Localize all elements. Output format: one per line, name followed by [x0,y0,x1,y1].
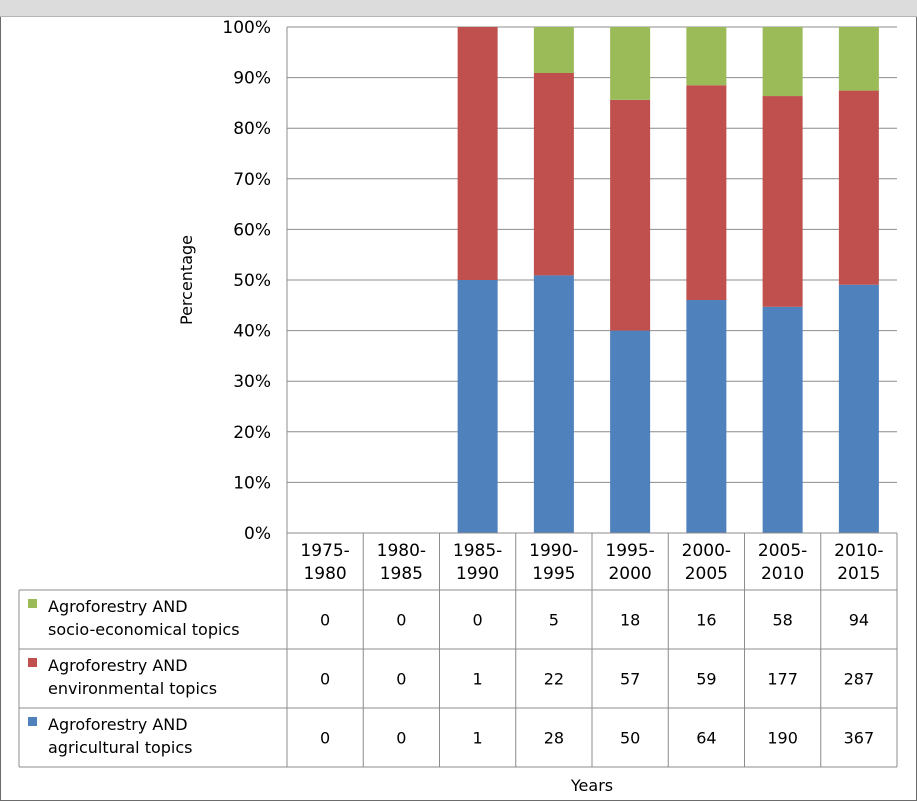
data-table: 1975- 1980 1980- 1985 1985- 1990 1990- 1995 1995… [18,532,898,768]
bar-segment [838,284,879,533]
y-tick-label: 50% [233,271,271,291]
y-tick-label: 90% [233,69,271,89]
category-label: 1995 [532,564,575,584]
y-tick-label: 60% [233,220,271,240]
table-cell-value: 0 [473,611,483,630]
table-cell-value: 1 [473,729,483,748]
legend-label: Agroforestry AND [48,656,188,675]
bar-segment [838,27,879,91]
category-label: 1985 [380,564,423,584]
table-cell-value: 50 [620,729,640,748]
y-tick-label: 10% [233,473,271,493]
bar-segment [838,90,879,285]
table-cell-value: 16 [696,611,716,630]
bar-segment [610,27,651,100]
bar-segment [686,85,727,301]
table-cell-value: 287 [844,670,875,689]
category-label: 1980 [303,564,346,584]
legend-label: Agroforestry AND [48,597,188,616]
y-tick-label: 80% [233,119,271,139]
category-label: 2015 [837,564,880,584]
bar-segment [533,275,574,533]
table-cell-value: 18 [620,611,640,630]
table-cell-value: 28 [544,729,564,748]
bar-segment [762,27,803,97]
bar-segment [686,300,727,533]
y-axis-label: Percentage [177,235,196,325]
category-label: 1985- [453,541,502,561]
legend-swatch [28,599,37,608]
y-tick-label: 30% [233,372,271,392]
y-tick-label: 20% [233,423,271,443]
category-label: 2000- [682,541,731,561]
bar-segment [686,27,727,86]
x-axis-label: Years [570,776,613,795]
table-cell-value: 177 [767,670,798,689]
bar-segment [610,330,651,533]
y-tick-label: 70% [233,170,271,190]
category-label: 1980- [377,541,426,561]
table-cell-value: 0 [396,611,406,630]
table-cell-value: 64 [696,729,716,748]
legend-swatch [28,658,37,667]
table-cell-value: 0 [320,729,330,748]
bar-segment [457,27,498,280]
category-label: 2005- [758,541,807,561]
table-cell-value: 0 [396,729,406,748]
table-cell-value: 5 [549,611,559,630]
y-tick-label: 0% [244,524,271,544]
table-cell-value: 190 [767,729,798,748]
window-title-bar [0,0,917,17]
table-cell-value: 58 [772,611,792,630]
category-label: 1990- [529,541,578,561]
category-label: 2005 [685,564,728,584]
table-cell-value: 94 [849,611,869,630]
y-axis-ticks: 0% 10% 20% 30% 40% 50% 60% 70% 80% 90% 100% [222,18,271,544]
category-label: 1995- [605,541,654,561]
legend-swatch [28,717,37,726]
legend-label: agricultural topics [48,738,193,757]
category-label: 2010- [834,541,883,561]
y-tick-label: 100% [222,18,271,38]
table-cell-value: 57 [620,670,640,689]
y-tick-label: 40% [233,322,271,342]
category-label: 1975- [300,541,349,561]
table-cell-value: 22 [544,670,564,689]
table-cell-value: 0 [320,611,330,630]
bar-segment [533,73,574,276]
gridlines [286,26,897,534]
bar-segment [762,306,803,533]
category-label: 2010 [761,564,804,584]
legend-label: environmental topics [48,679,217,698]
bar-segment [762,96,803,307]
bars [457,27,879,533]
table-cell-value: 1 [473,670,483,689]
category-label: 2000 [608,564,651,584]
legend-label: socio-economical topics [48,620,240,639]
legend-label: Agroforestry AND [48,715,188,734]
table-cell-value: 59 [696,670,716,689]
table-cell-value: 0 [396,670,406,689]
bar-segment [610,99,651,331]
category-label: 1990 [456,564,499,584]
table-cell-value: 367 [844,729,875,748]
bar-segment [533,27,574,73]
table-cell-value: 0 [320,670,330,689]
bar-segment [457,280,498,533]
